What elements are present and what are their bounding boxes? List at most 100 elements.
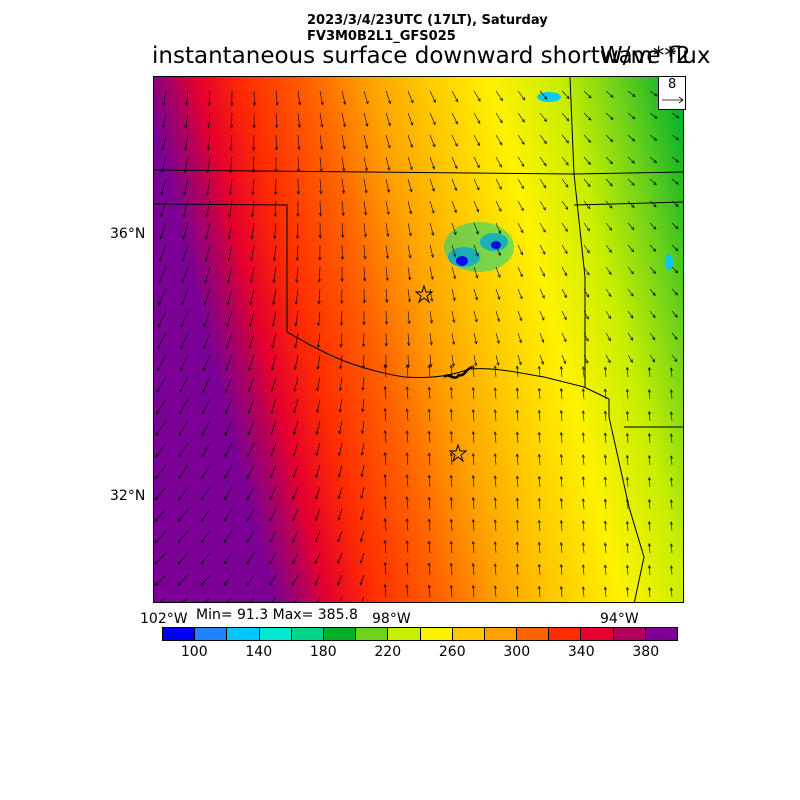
wind-vector-head: [383, 496, 387, 500]
wind-vector-head: [386, 211, 390, 216]
wind-vector: [561, 310, 567, 320]
wind-vector-head: [540, 361, 544, 365]
wind-vector-head: [408, 276, 412, 281]
wind-vector-head: [297, 146, 301, 151]
wind-vector: [561, 332, 567, 342]
wind-vector: [293, 442, 299, 457]
wind-vector: [428, 563, 431, 576]
wind-vector: [539, 90, 548, 100]
wind-vector: [627, 178, 635, 186]
wind-vector: [627, 332, 633, 341]
wind-vector-head: [297, 168, 301, 173]
colorbar-swatch: [484, 628, 518, 640]
wind-vector: [670, 477, 673, 488]
wind-vector: [407, 266, 411, 280]
wind-vector: [472, 519, 475, 532]
wind-vector-head: [471, 387, 475, 391]
wind-vector-head: [669, 543, 674, 547]
wind-vector-head: [521, 141, 525, 145]
wind-vector: [230, 134, 233, 151]
wind-vector-head: [453, 209, 457, 214]
wind-vector: [337, 530, 343, 542]
wind-vector: [451, 354, 454, 367]
wind-vector: [495, 244, 501, 256]
wind-vector: [229, 200, 233, 217]
wind-vector: [205, 596, 211, 602]
wind-vector-head: [631, 138, 636, 142]
wind-vector-head: [493, 387, 497, 391]
wind-vector-head: [179, 410, 183, 415]
wind-vector-head: [519, 273, 523, 278]
wind-vector-head: [200, 539, 205, 544]
star-marker: [448, 443, 468, 463]
wind-vector: [318, 310, 321, 326]
wind-vector: [473, 156, 480, 168]
wind-vector-head: [405, 430, 409, 434]
wind-vector-head: [543, 162, 547, 167]
wind-vector-head: [340, 300, 344, 304]
wind-vector-head: [249, 301, 253, 306]
wind-vector-head: [154, 582, 159, 586]
lon-label-94w: 94°W: [600, 611, 639, 627]
wind-vector: [181, 266, 189, 284]
wind-vector-head: [384, 321, 389, 325]
wind-vector: [292, 574, 299, 586]
wind-vector: [671, 266, 678, 274]
wind-vector-head: [476, 164, 480, 169]
wind-vector: [494, 387, 497, 400]
wind-vector-head: [182, 213, 187, 218]
wind-vector: [472, 541, 475, 554]
wind-vector: [296, 244, 299, 261]
wind-vector: [178, 442, 189, 458]
wind-vector: [495, 310, 500, 322]
wind-vector-head: [318, 235, 322, 239]
wind-vector-head: [453, 231, 457, 236]
colorbar-swatch: [323, 628, 357, 640]
wind-vector-head: [559, 519, 563, 524]
wind-vector-head: [364, 145, 369, 150]
wind-vector: [363, 90, 369, 104]
wind-vector-head: [227, 258, 231, 262]
wind-vector: [180, 310, 189, 328]
wind-vector-head: [559, 365, 563, 370]
wind-vector-head: [224, 475, 228, 479]
wind-vector-head: [647, 388, 652, 393]
wind-vector-head: [162, 102, 166, 106]
wind-vector: [227, 596, 233, 602]
wind-vector-head: [154, 539, 159, 544]
wind-vector: [517, 310, 522, 321]
wind-vector-head: [270, 431, 274, 436]
wind-vector: [583, 244, 590, 254]
wind-vector-head: [610, 94, 614, 98]
wind-vector: [583, 90, 592, 99]
wind-vector-head: [520, 229, 524, 234]
wind-vector-head: [383, 584, 387, 588]
wind-vector: [649, 288, 656, 296]
wind-vector: [494, 475, 497, 488]
wind-vector: [604, 411, 607, 422]
wind-vector: [649, 244, 656, 252]
wind-vector-head: [427, 452, 431, 457]
wind-vector: [293, 398, 299, 413]
wind-vector-head: [565, 117, 570, 122]
wind-vector-head: [363, 233, 367, 238]
wind-vector: [249, 332, 255, 349]
wind-vector: [319, 134, 323, 150]
wind-vector: [179, 354, 189, 371]
wind-vector: [338, 486, 343, 499]
wind-vector: [451, 310, 455, 323]
wind-vector-head: [449, 496, 453, 501]
wind-vector-head: [537, 519, 541, 524]
wind-vector-head: [559, 541, 563, 546]
wind-vector-head: [226, 323, 230, 328]
wind-vector-head: [564, 250, 568, 255]
wind-vector: [155, 486, 167, 500]
wind-vector: [385, 156, 390, 171]
wind-vector-head: [471, 475, 475, 479]
wind-vector: [252, 200, 255, 217]
wind-vector: [495, 200, 502, 212]
wind-vector: [605, 156, 613, 165]
wind-vector-head: [161, 146, 165, 151]
wind-vector-head: [493, 563, 497, 567]
wind-vector-head: [360, 452, 364, 456]
